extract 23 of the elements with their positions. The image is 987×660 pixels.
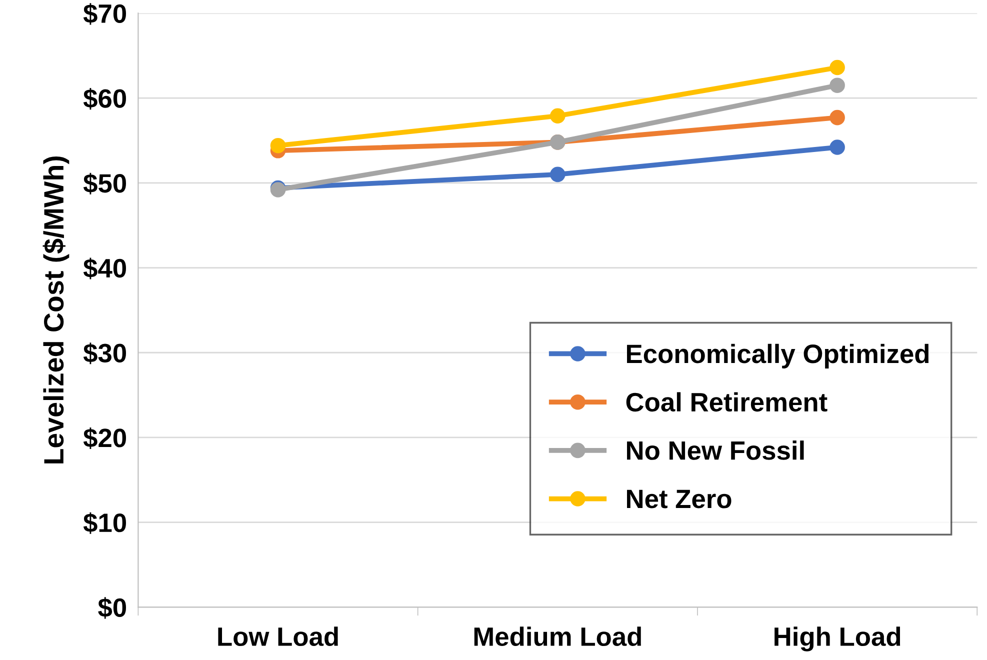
y-tick-label: $30 (83, 342, 126, 364)
point (270, 138, 286, 154)
y-tick-label: $20 (83, 427, 126, 450)
legend-label: Coal Retirement (626, 392, 828, 412)
legend-label: Net Zero (627, 490, 732, 508)
point (830, 60, 845, 76)
y-tick-label: $60 (83, 88, 126, 110)
point (550, 108, 566, 124)
point (830, 110, 845, 126)
y-tick-label: $40 (83, 258, 126, 280)
y-tick-label: $70 (83, 3, 126, 25)
legend-label: Economically Optimized (627, 344, 929, 368)
x-tick-label: High Load (774, 626, 900, 652)
point (830, 140, 845, 155)
y-axis-title: Levelized Cost ($/MWh) (42, 156, 70, 464)
y-tick-label: $50 (83, 172, 126, 194)
point (550, 166, 566, 182)
y-tick-label: $0 (98, 597, 126, 619)
x-tick-label: Low Load (218, 626, 338, 646)
x-tick-label: Medium Load (474, 626, 641, 646)
point (830, 78, 845, 93)
legend-label: No New Fossil (627, 440, 804, 460)
y-tick-label: $10 (83, 512, 126, 534)
